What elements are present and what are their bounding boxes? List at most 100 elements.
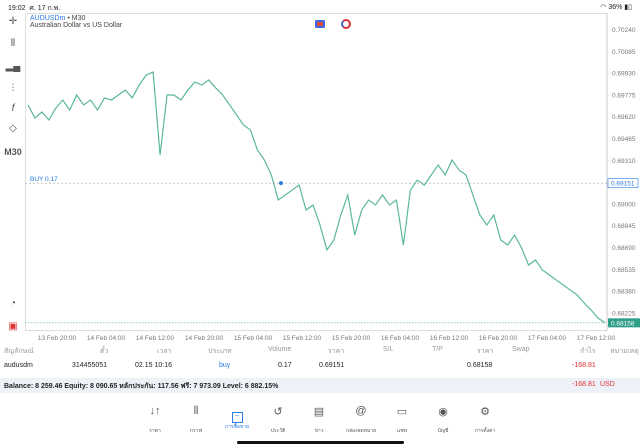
nav-label: กล่องจดหมาย bbox=[345, 428, 377, 434]
nav-account[interactable]: ◉ บัญชี bbox=[423, 405, 463, 437]
x-tick-label: 15 Feb 20:00 bbox=[331, 335, 371, 342]
timeframe-button[interactable]: M30 bbox=[4, 147, 22, 157]
y-tick-label: 0.70240 bbox=[612, 27, 636, 34]
nav-mailbox[interactable]: @ กล่องจดหมาย bbox=[341, 405, 381, 437]
trade-icon: ~ bbox=[231, 412, 243, 423]
signal-icon[interactable] bbox=[341, 19, 351, 29]
y-tick-label: 0.68225 bbox=[612, 310, 636, 317]
col-tp: T/P bbox=[432, 346, 443, 353]
nav-label: การซื้อขาย bbox=[224, 424, 250, 430]
x-tick-label: 14 Feb 20:00 bbox=[184, 335, 224, 342]
nav-chat[interactable]: ▭ แชท bbox=[382, 405, 422, 437]
nav-label: การตั้งค่า bbox=[474, 428, 496, 434]
current-price-label: 0.68158 bbox=[611, 320, 635, 327]
crosshair-icon[interactable]: ✛ bbox=[8, 16, 18, 27]
date: ศ. 17 ก.พ. bbox=[29, 5, 61, 12]
col-type: ประเภท bbox=[208, 348, 232, 355]
symbol-name: AUDUSDm bbox=[30, 15, 66, 22]
cell-volume: 0.17 bbox=[278, 362, 292, 369]
chat-icon: ▭ bbox=[396, 406, 408, 418]
nav-news[interactable]: ▤ ข่าว bbox=[299, 405, 339, 437]
nav-label: กราฟ bbox=[189, 428, 203, 434]
x-tick-label: 16 Feb 04:00 bbox=[380, 335, 420, 342]
col-ticket: ตั๋ว bbox=[100, 348, 109, 355]
nav-label: บัญชี bbox=[437, 428, 449, 434]
y-tick-label: 0.70085 bbox=[612, 49, 636, 56]
x-tick-label: 16 Feb 12:00 bbox=[429, 335, 469, 342]
total-profit: -168.81 bbox=[572, 381, 596, 388]
quotes-icon: ↓↑ bbox=[149, 405, 161, 417]
x-tick-label: 15 Feb 12:00 bbox=[282, 335, 322, 342]
nav-history[interactable]: ↺ ประวัติ bbox=[258, 405, 298, 437]
cell-profit: -168.81 bbox=[572, 362, 596, 369]
y-tick-label: 0.69930 bbox=[612, 71, 636, 78]
account-icon: ◉ bbox=[438, 406, 448, 418]
chart-toolbar: ✛ ⫴ ▂▄ ⫶ f ◇ M30 ◔ ▣ bbox=[0, 13, 25, 338]
price-chart[interactable] bbox=[25, 13, 607, 331]
speedometer-icon[interactable]: ◔ bbox=[9, 298, 17, 309]
indicators-icon[interactable]: ▂▄ bbox=[5, 61, 21, 72]
cell-time: 02.15 10:16 bbox=[135, 362, 172, 369]
y-tick-label: 0.69775 bbox=[612, 92, 636, 99]
cell-symbol: audusdm bbox=[4, 362, 33, 369]
cell-ticket: 314455051 bbox=[72, 362, 108, 369]
battery-level: 36% bbox=[608, 4, 623, 11]
chart-timeframe: • M30 bbox=[67, 15, 86, 22]
y-tick-label: 0.68690 bbox=[612, 245, 636, 252]
chart-plot: 0.70240 0.70085 0.69930 0.69775 0.69620 0.694… bbox=[25, 13, 640, 331]
news-icon: ▤ bbox=[313, 406, 325, 418]
battery-icon: ▮▯ bbox=[624, 4, 632, 11]
y-tick-label: 0.68845 bbox=[612, 223, 636, 230]
wifi-icon: ◠ bbox=[600, 4, 607, 11]
one-click-trading-icon[interactable]: ▣ bbox=[8, 321, 18, 332]
nav-trade[interactable]: ~ การซื้อขาย bbox=[217, 405, 257, 431]
function-icon[interactable]: f bbox=[11, 103, 15, 114]
col-comment: หมายเหตุ bbox=[610, 348, 639, 355]
nav-label: ข่าว bbox=[314, 428, 324, 434]
cell-price: 0.68158 bbox=[467, 362, 493, 369]
x-tick-label: 14 Feb 04:00 bbox=[86, 335, 126, 342]
buy-price-tag bbox=[607, 178, 639, 188]
clock: 19:02 bbox=[8, 5, 26, 12]
chart-icon: ⫴ bbox=[193, 405, 199, 417]
current-price-tag bbox=[608, 318, 640, 328]
x-tick-label: 17 Feb 12:00 bbox=[576, 335, 616, 342]
y-tick-label: 0.68535 bbox=[612, 267, 636, 274]
trade-button-icon[interactable] bbox=[315, 20, 325, 28]
currency: USD bbox=[600, 381, 615, 388]
symbol-info: AUDUSDm • M30 Australian Dollar vs US Do… bbox=[30, 15, 122, 29]
x-tick-label: 17 Feb 04:00 bbox=[527, 335, 567, 342]
y-tick-label: 0.69000 bbox=[612, 201, 636, 208]
x-tick-label: 13 Feb 20:00 bbox=[37, 335, 77, 342]
settings-sliders-icon[interactable]: ⫶ bbox=[11, 83, 15, 94]
bottom-nav: ↓↑ ราคา ⫴ กราฟ ~ การซื้อขาย ↺ ประวัติ ▤ ข่าว … bbox=[0, 405, 640, 435]
nav-quotes[interactable]: ↓↑ ราคา bbox=[135, 405, 175, 437]
candlestick-icon[interactable]: ⫴ bbox=[10, 38, 16, 49]
buy-price-label: 0.69151 bbox=[611, 181, 635, 188]
col-time: เวลา bbox=[157, 348, 172, 355]
history-icon: ↺ bbox=[273, 406, 283, 418]
col-volume: Volume bbox=[268, 346, 292, 353]
balance-summary: Balance: 8 259.46 Equity: 8 090.65 หลักป… bbox=[4, 383, 279, 390]
table-header: สัญลักษณ์ ตั๋ว เวลา ประเภท Volume ราคา S… bbox=[0, 346, 640, 360]
nav-settings[interactable]: ⚙ การตั้งค่า bbox=[465, 405, 505, 437]
buy-order-label: BUY 0.17 bbox=[30, 176, 58, 183]
price-line bbox=[27, 71, 606, 324]
objects-icon[interactable]: ◇ bbox=[9, 123, 17, 134]
nav-label: แชท bbox=[397, 428, 407, 434]
col-price: ราคา bbox=[328, 348, 345, 355]
y-tick-label: 0.68380 bbox=[612, 289, 636, 296]
cell-type: buy bbox=[219, 362, 231, 369]
x-tick-label: 14 Feb 12:00 bbox=[135, 335, 175, 342]
symbol-description: Australian Dollar vs US Dollar bbox=[30, 22, 123, 29]
y-tick-label: 0.69310 bbox=[612, 158, 636, 165]
gear-icon: ⚙ bbox=[480, 406, 490, 418]
y-tick-label: 0.69465 bbox=[612, 136, 636, 143]
home-indicator[interactable] bbox=[237, 441, 404, 444]
table-row[interactable]: audusdm 314455051 02.15 10:16 buy 0.17 0… bbox=[0, 362, 640, 376]
mail-icon: @ bbox=[355, 405, 367, 417]
nav-chart[interactable]: ⫴ กราฟ bbox=[176, 405, 216, 437]
nav-label: ประวัติ bbox=[270, 428, 286, 434]
col-sl: S/L bbox=[383, 346, 394, 353]
balance-bar: Balance: 8 259.46 Equity: 8 090.65 หลักป… bbox=[0, 378, 640, 393]
